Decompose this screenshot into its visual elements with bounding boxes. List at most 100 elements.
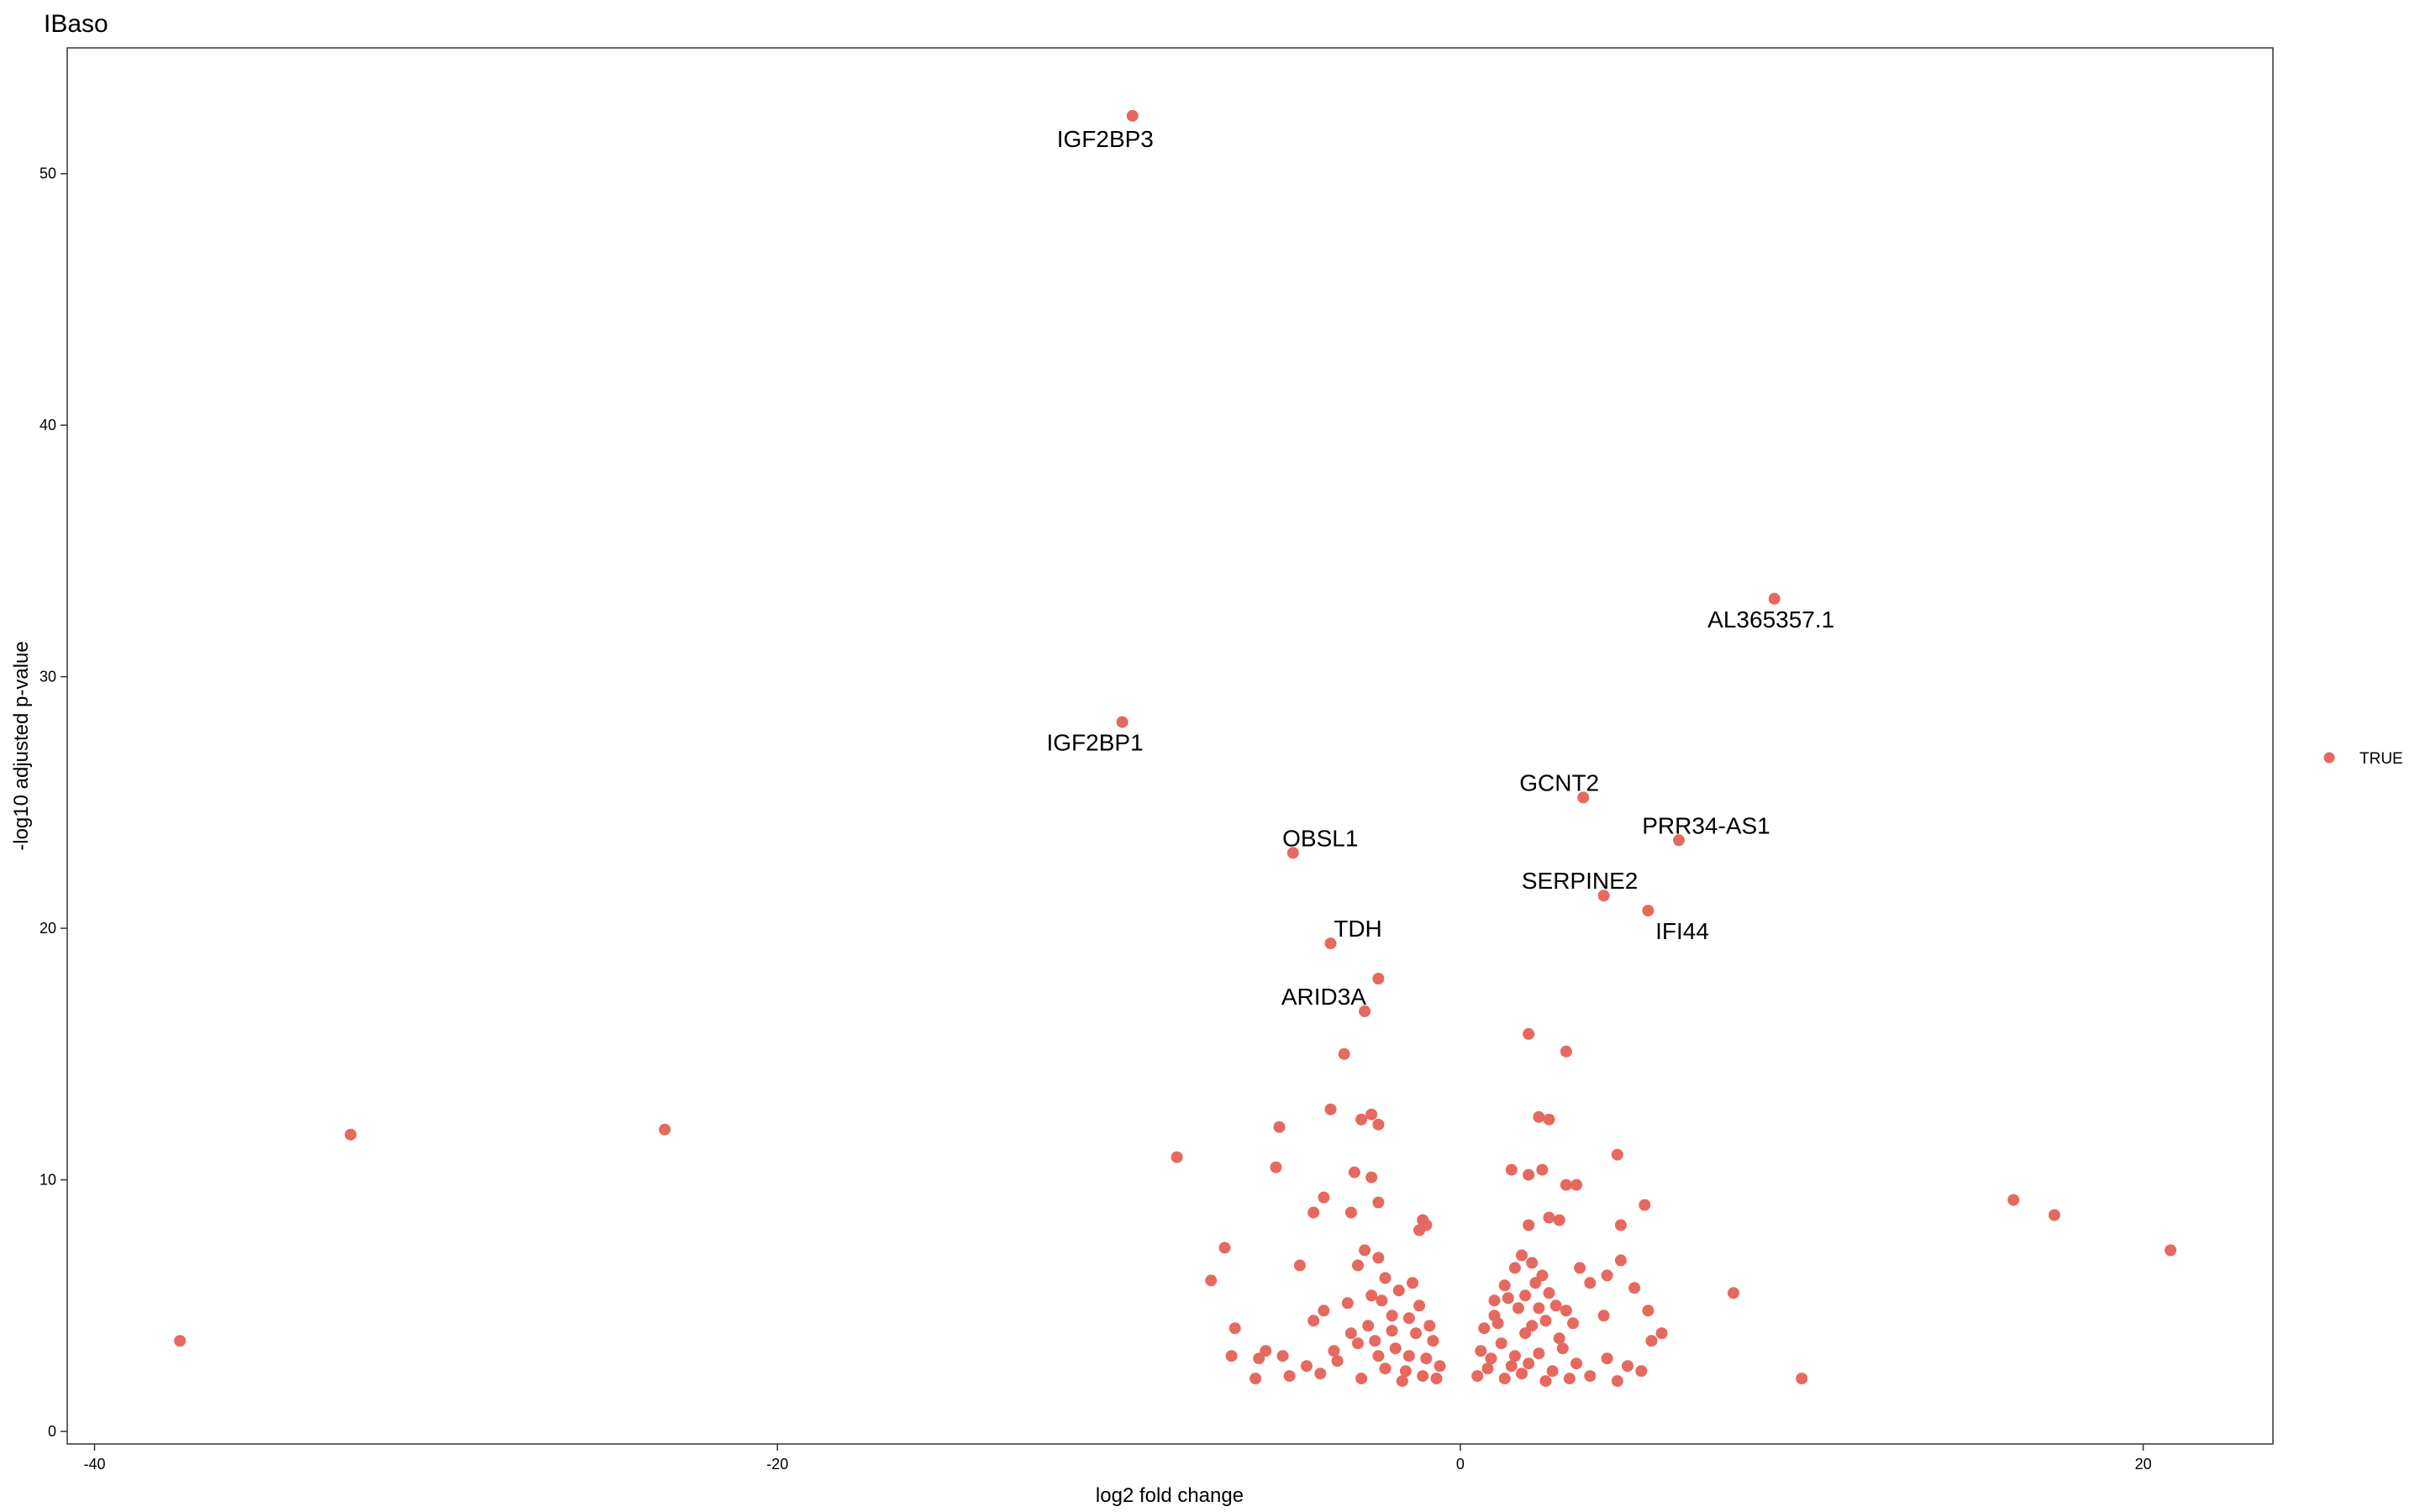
data-point-129 xyxy=(1508,1350,1521,1362)
data-point-14 xyxy=(1324,1103,1337,1116)
data-point-105 xyxy=(1485,1352,1497,1365)
data-point-32 xyxy=(1365,1171,1378,1184)
y-tick-label-0: 0 xyxy=(48,1423,56,1440)
data-point-7 xyxy=(1642,905,1655,917)
data-point-89 xyxy=(1301,1360,1313,1373)
data-point-59 xyxy=(1597,1310,1610,1322)
data-point-69 xyxy=(1529,1277,1542,1289)
gene-label-5: OBSL1 xyxy=(1282,825,1358,851)
x-axis-title: log2 fold change xyxy=(1096,1484,1244,1507)
data-point-133 xyxy=(1410,1327,1423,1340)
data-point-46 xyxy=(1417,1214,1429,1226)
data-point-64 xyxy=(1536,1269,1549,1282)
data-point-103 xyxy=(1396,1375,1408,1388)
data-point-53 xyxy=(1614,1254,1627,1267)
data-point-94 xyxy=(1389,1342,1402,1355)
data-point-55 xyxy=(1584,1277,1597,1289)
data-point-68 xyxy=(1502,1292,1514,1305)
data-point-20 xyxy=(1273,1121,1286,1133)
data-point-119 xyxy=(1655,1327,1668,1340)
x-tick-label-3: 20 xyxy=(2135,1456,2152,1473)
data-point-66 xyxy=(1549,1299,1562,1312)
data-point-96 xyxy=(1427,1335,1439,1347)
data-point-115 xyxy=(1611,1375,1623,1388)
data-point-19 xyxy=(1543,1113,1555,1126)
data-point-27 xyxy=(1523,1168,1535,1181)
data-point-101 xyxy=(1314,1368,1327,1380)
data-point-135 xyxy=(1362,1320,1375,1332)
data-point-102 xyxy=(1355,1373,1368,1385)
data-point-42 xyxy=(1523,1219,1535,1231)
data-point-71 xyxy=(1539,1315,1552,1327)
data-point-24 xyxy=(1171,1151,1183,1163)
data-point-140 xyxy=(174,1335,187,1347)
data-point-84 xyxy=(1228,1322,1241,1335)
gene-label-6: SERPINE2 xyxy=(1522,868,1639,894)
data-point-57 xyxy=(1642,1305,1655,1317)
points-layer xyxy=(174,109,2177,1388)
data-point-93 xyxy=(1369,1335,1381,1347)
legend-label: TRUE xyxy=(2360,750,2403,768)
legend: TRUE xyxy=(2323,750,2403,768)
data-point-10 xyxy=(1359,1005,1371,1017)
data-point-26 xyxy=(1505,1163,1518,1176)
data-point-108 xyxy=(1519,1327,1532,1340)
data-point-141 xyxy=(1796,1373,1808,1385)
legend-key-dot xyxy=(2323,752,2335,764)
data-point-51 xyxy=(1728,1287,1739,1299)
data-point-40 xyxy=(1543,1211,1555,1224)
data-point-73 xyxy=(1372,1252,1385,1264)
data-point-49 xyxy=(1205,1274,1218,1287)
data-point-128 xyxy=(1475,1345,1487,1357)
data-point-79 xyxy=(1341,1297,1354,1310)
x-tick-label-0: -40 xyxy=(83,1456,105,1473)
data-point-116 xyxy=(1622,1360,1634,1373)
data-point-6 xyxy=(1597,890,1610,902)
x-axis: -40 -20 0 20 xyxy=(83,1444,2152,1473)
data-point-23 xyxy=(1611,1148,1623,1161)
data-point-125 xyxy=(1498,1373,1511,1385)
gene-label-3: GCNT2 xyxy=(1519,769,1599,795)
data-point-144 xyxy=(1533,1302,1545,1315)
x-tick-label-2: 0 xyxy=(1456,1456,1465,1473)
gene-label-7: IFI44 xyxy=(1655,918,1709,944)
data-point-121 xyxy=(1491,1317,1504,1330)
gene-label-1: AL365357.1 xyxy=(1707,606,1834,633)
data-point-45 xyxy=(1413,1224,1426,1236)
x-tick-label-1: -20 xyxy=(766,1456,788,1473)
data-point-142 xyxy=(1488,1294,1501,1307)
data-point-91 xyxy=(1249,1373,1262,1385)
y-tick-label-4: 40 xyxy=(39,417,56,433)
data-point-77 xyxy=(1407,1277,1418,1289)
data-point-111 xyxy=(1556,1342,1569,1355)
data-point-130 xyxy=(1523,1357,1535,1370)
data-point-28 xyxy=(1536,1163,1549,1176)
data-point-58 xyxy=(1560,1305,1572,1317)
data-point-107 xyxy=(1505,1360,1518,1373)
data-point-110 xyxy=(1546,1365,1559,1378)
y-tick-label-5: 50 xyxy=(39,165,56,182)
data-point-143 xyxy=(1519,1289,1532,1302)
data-point-87 xyxy=(1225,1350,1238,1362)
data-point-131 xyxy=(1563,1373,1576,1385)
data-point-9 xyxy=(1372,973,1385,984)
data-point-25 xyxy=(1270,1161,1282,1173)
data-point-146 xyxy=(1402,1312,1415,1325)
data-point-63 xyxy=(1498,1279,1511,1292)
data-point-122 xyxy=(1526,1320,1539,1332)
y-tick-label-1: 10 xyxy=(39,1172,56,1189)
data-point-3 xyxy=(1577,791,1590,804)
data-point-104 xyxy=(1471,1370,1484,1383)
data-point-5 xyxy=(1286,847,1299,859)
data-point-50 xyxy=(1293,1259,1306,1272)
data-point-35 xyxy=(1307,1206,1320,1219)
data-point-134 xyxy=(1386,1325,1398,1337)
data-point-72 xyxy=(1359,1244,1371,1257)
data-point-80 xyxy=(1413,1299,1426,1312)
data-point-34 xyxy=(1372,1196,1385,1209)
data-point-36 xyxy=(1344,1206,1357,1219)
data-point-21 xyxy=(345,1128,357,1141)
data-point-88 xyxy=(1253,1352,1265,1365)
gene-label-8: TDH xyxy=(1334,916,1382,942)
